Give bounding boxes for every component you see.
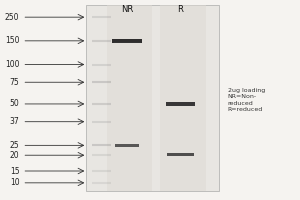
FancyBboxPatch shape [167, 105, 194, 106]
Text: NR: NR [121, 5, 133, 14]
FancyBboxPatch shape [160, 5, 206, 191]
Text: 250: 250 [5, 13, 20, 22]
Text: 37: 37 [10, 117, 20, 126]
FancyBboxPatch shape [167, 153, 194, 156]
Text: 100: 100 [5, 60, 20, 69]
Text: 50: 50 [10, 99, 20, 108]
FancyBboxPatch shape [116, 144, 139, 147]
Text: 10: 10 [10, 178, 20, 187]
Text: 20: 20 [10, 151, 20, 160]
Text: 25: 25 [10, 141, 20, 150]
FancyBboxPatch shape [114, 42, 140, 43]
Text: R: R [178, 5, 183, 14]
Text: 150: 150 [5, 36, 20, 45]
Text: 15: 15 [10, 166, 20, 176]
FancyBboxPatch shape [112, 39, 142, 43]
FancyBboxPatch shape [106, 5, 152, 191]
FancyBboxPatch shape [166, 102, 195, 106]
Text: 2ug loading
NR=Non-
reduced
R=reduced: 2ug loading NR=Non- reduced R=reduced [228, 88, 265, 112]
Text: 75: 75 [10, 78, 20, 87]
FancyBboxPatch shape [86, 5, 219, 191]
